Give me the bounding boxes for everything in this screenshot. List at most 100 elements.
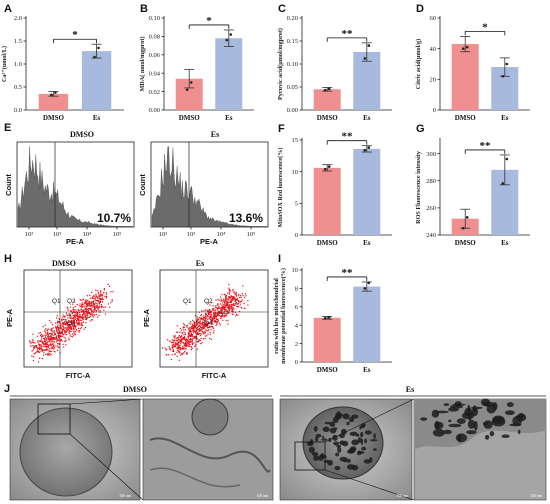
flow-event (107, 283, 109, 285)
flow-event (180, 329, 183, 331)
flow-event (74, 331, 76, 333)
flow-event (234, 303, 237, 305)
flow-event (92, 310, 94, 312)
flow-event (202, 326, 204, 328)
flow-event (48, 338, 50, 340)
flow-event (229, 305, 231, 307)
flow-event (38, 332, 40, 334)
flow-event (191, 325, 193, 328)
y-tick-label-f: 15 (292, 137, 299, 144)
flow-event (47, 349, 49, 351)
flow-event (88, 302, 90, 305)
flow-event (54, 337, 56, 339)
flow-event (228, 312, 230, 314)
flow-event (222, 300, 224, 302)
significance-c: ** (342, 28, 354, 40)
bar-d-dmso (451, 44, 479, 110)
flow-event (199, 332, 201, 335)
flow-event (231, 307, 233, 309)
flow-event (209, 326, 211, 328)
flow-event (224, 299, 227, 301)
flow-event (200, 329, 202, 331)
flow-event (230, 301, 232, 303)
flow-event (98, 306, 101, 308)
flow-event (102, 298, 104, 300)
flow-event (174, 335, 176, 337)
flow-event (85, 301, 87, 303)
bar-c-dmso (313, 89, 341, 110)
flow-event (34, 342, 36, 344)
flow-event (89, 313, 92, 316)
flow-event (92, 316, 94, 318)
flow-event (83, 321, 85, 323)
flow-event (84, 317, 86, 319)
flow-event (199, 317, 202, 319)
flow-event (82, 310, 84, 312)
scatter-right-q4: Q4 (204, 320, 213, 327)
flow-event (45, 337, 47, 339)
flow-event (48, 350, 50, 352)
flow-event (173, 341, 175, 343)
flow-event (237, 299, 239, 301)
flow-event (202, 328, 204, 330)
flow-event (68, 313, 70, 315)
flow-event (207, 318, 209, 320)
flow-event (185, 341, 187, 343)
flow-event (175, 337, 177, 339)
flow-event (202, 338, 205, 340)
flow-event (199, 339, 202, 342)
flow-event (62, 343, 64, 345)
flow-event (49, 349, 51, 351)
flow-event (231, 310, 233, 312)
flow-event (183, 331, 185, 333)
flow-event (192, 329, 195, 331)
flow-event (209, 333, 211, 336)
flow-event (101, 297, 103, 299)
flow-event (243, 303, 245, 305)
flow-event (180, 338, 182, 340)
flow-event (48, 345, 50, 347)
flow-event (54, 333, 57, 335)
flow-event (36, 351, 38, 353)
flow-event (202, 321, 204, 323)
flow-event (217, 308, 219, 310)
flow-event (92, 296, 94, 298)
flow-event (206, 335, 208, 337)
flow-event (179, 336, 181, 338)
flow-event (52, 334, 54, 336)
flow-event (217, 298, 219, 300)
flow-event (182, 342, 184, 344)
flow-event (208, 313, 210, 315)
flow-event (47, 332, 49, 334)
flow-event (231, 313, 233, 315)
tem-dmso-membrane-2 (149, 467, 241, 488)
flow-event (215, 306, 217, 308)
tem-dmso-zoom-box (37, 403, 71, 435)
data-point-g (505, 157, 509, 161)
flow-event (182, 353, 184, 355)
flow-event (225, 310, 228, 312)
bar-c-es (353, 52, 381, 110)
flow-event (219, 310, 221, 313)
flow-event (230, 300, 232, 302)
flow-event (45, 349, 47, 351)
flow-event (53, 338, 55, 340)
significance-a: * (72, 29, 78, 41)
flow-event (52, 346, 54, 348)
flow-event (186, 345, 188, 347)
chromatin-clump (492, 402, 498, 411)
flow-event (225, 294, 227, 297)
flow-event (82, 318, 84, 320)
flow-event (208, 327, 210, 329)
flow-event (196, 316, 198, 318)
flow-event (44, 329, 46, 331)
flow-event (196, 348, 199, 350)
flow-event (85, 310, 87, 312)
flow-event (71, 328, 73, 330)
flow-event (36, 349, 39, 351)
flow-event (99, 309, 101, 312)
flow-event (57, 335, 59, 337)
flow-event (183, 327, 185, 329)
flow-event (192, 332, 195, 334)
flow-event (72, 325, 74, 327)
